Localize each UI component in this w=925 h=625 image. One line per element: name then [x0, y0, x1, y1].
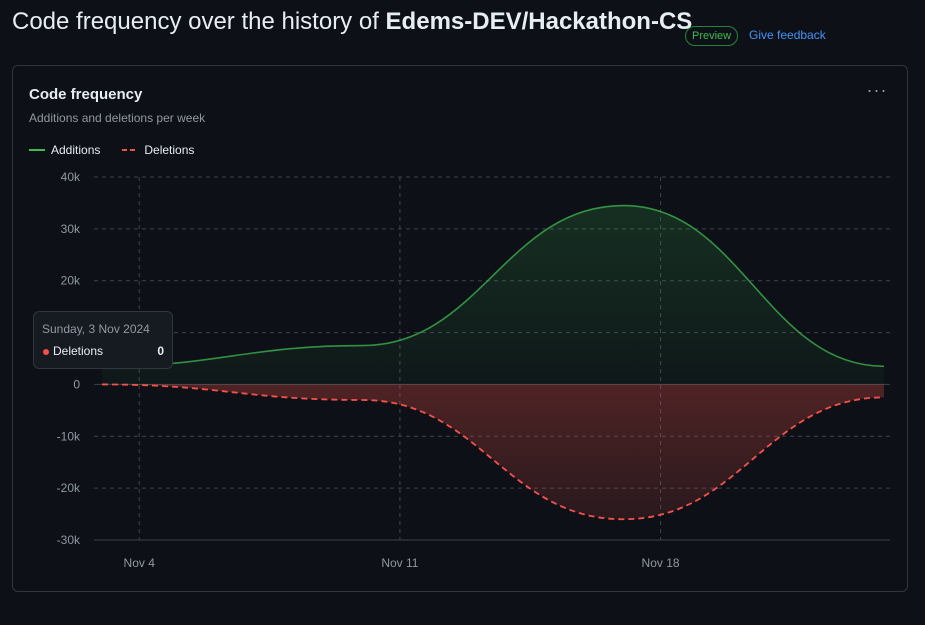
more-options-button[interactable]: ··· — [866, 80, 888, 100]
deletions-dashed-line-icon — [122, 149, 139, 151]
legend-item-deletions[interactable]: Deletions — [122, 143, 194, 157]
y-tick-label: 30k — [61, 222, 81, 236]
deletions-series-line — [101, 383, 885, 521]
legend-label-deletions: Deletions — [144, 143, 195, 157]
legend-label-additions: Additions — [51, 143, 101, 157]
additions-area — [102, 205, 884, 385]
chart-legend: Additions Deletions — [29, 143, 194, 157]
tooltip-label: Deletions — [53, 344, 104, 358]
y-tick-label: 0 — [73, 377, 80, 391]
y-tick-label: -20k — [57, 481, 81, 495]
legend-item-additions[interactable]: Additions — [29, 143, 100, 157]
tooltip-value: 0 — [157, 344, 164, 358]
additions-series-line — [101, 204, 885, 368]
page-title: Code frequency over the history of Edems… — [12, 8, 692, 36]
chart-tooltip: Sunday, 3 Nov 2024 Deletions 0 — [33, 311, 173, 369]
additions-line-icon — [29, 149, 45, 151]
y-tick-label: 40k — [61, 170, 81, 184]
preview-badge: Preview — [685, 26, 739, 46]
card-subtitle: Additions and deletions per week — [29, 111, 206, 125]
page-title-prefix: Code frequency over the history of — [12, 8, 379, 35]
deletions-area — [102, 384, 884, 520]
y-tick-label: -10k — [57, 429, 81, 443]
y-tick-label: 20k — [61, 274, 81, 288]
deletions-dot-icon — [43, 349, 49, 355]
repo-name: Edems-DEV/Hackathon-CS — [385, 8, 693, 35]
x-tick-label: Nov 4 — [124, 556, 156, 570]
y-tick-label: -30k — [57, 533, 81, 547]
give-feedback-link[interactable]: Give feedback — [749, 28, 826, 42]
tooltip-date: Sunday, 3 Nov 2024 — [42, 322, 150, 336]
card-title: Code frequency — [29, 86, 143, 103]
x-tick-label: Nov 18 — [642, 556, 680, 570]
x-tick-label: Nov 11 — [381, 556, 418, 570]
